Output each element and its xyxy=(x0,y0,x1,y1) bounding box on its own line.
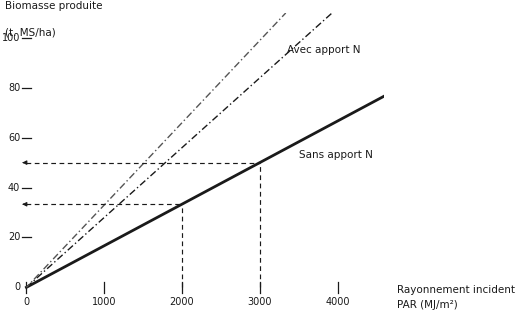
Text: 4000: 4000 xyxy=(325,296,350,306)
Text: 3000: 3000 xyxy=(248,296,272,306)
Text: Avec apport N: Avec apport N xyxy=(287,45,361,55)
Text: Rayonnement incident: Rayonnement incident xyxy=(398,285,515,295)
Text: 40: 40 xyxy=(8,182,20,192)
Text: Biomasse produite: Biomasse produite xyxy=(5,1,102,11)
Text: 0: 0 xyxy=(14,282,20,292)
Text: 0: 0 xyxy=(23,296,30,306)
Text: Sans apport N: Sans apport N xyxy=(299,150,373,160)
Text: 1000: 1000 xyxy=(92,296,116,306)
Text: 60: 60 xyxy=(8,133,20,143)
Text: PAR (MJ/m²): PAR (MJ/m²) xyxy=(398,300,458,310)
Text: 20: 20 xyxy=(8,233,20,243)
Text: 2000: 2000 xyxy=(170,296,194,306)
Text: 80: 80 xyxy=(8,83,20,93)
Text: (t. MS/ha): (t. MS/ha) xyxy=(5,28,56,38)
Text: 100: 100 xyxy=(2,33,20,43)
